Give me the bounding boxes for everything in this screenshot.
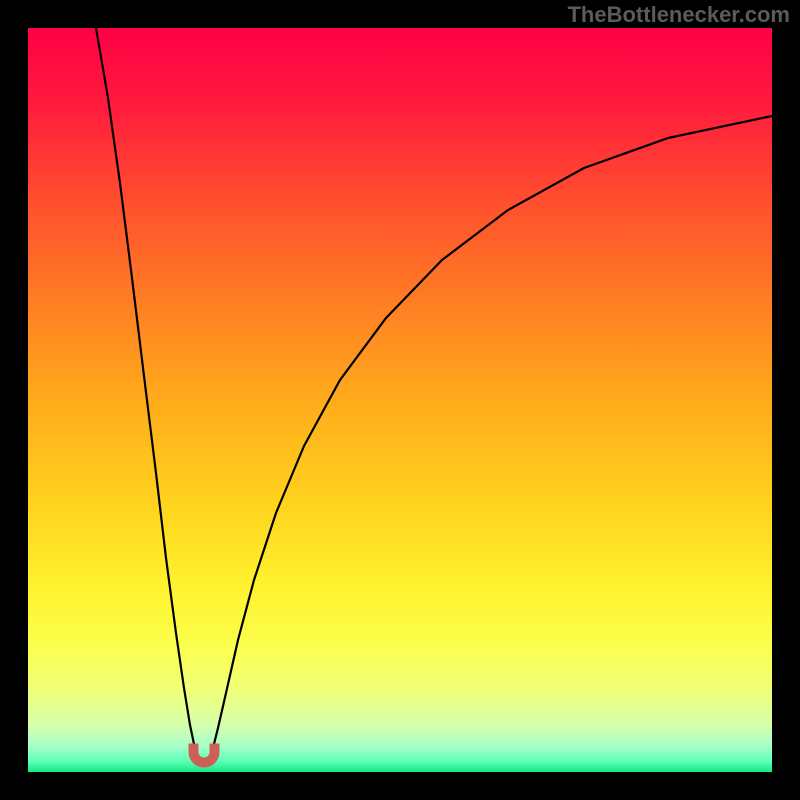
chart-frame: TheBottlenecker.com — [0, 0, 800, 800]
chart-svg — [0, 0, 800, 800]
watermark-text: TheBottlenecker.com — [567, 2, 790, 28]
plot-area — [28, 28, 772, 772]
